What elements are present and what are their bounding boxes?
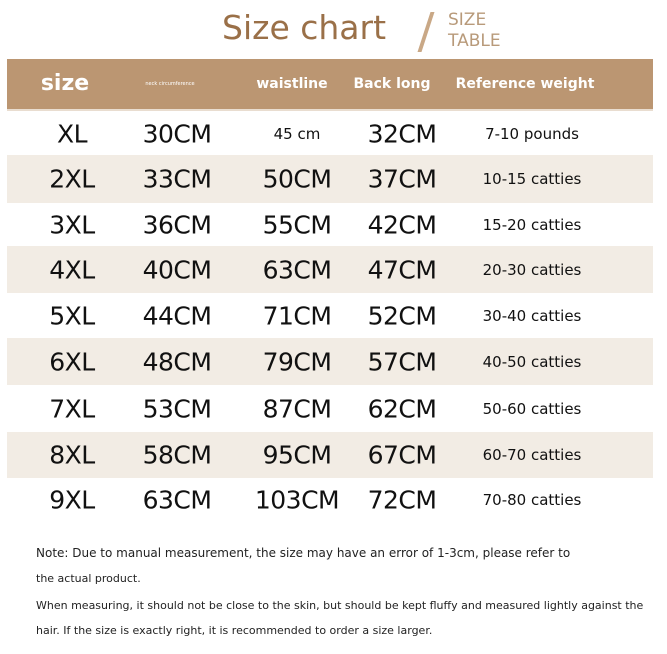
table-header: size neck circumference waistline Back l… (7, 59, 653, 111)
note-line: When measuring, it should not be close t… (36, 599, 644, 612)
waistline-cell: 87CM (262, 394, 332, 423)
table-row: 8XL 58CM 95CM 67CM 60-70 catties (7, 432, 653, 478)
weight-cell: 10-15 catties (482, 170, 582, 188)
weight-cell: 40-50 catties (482, 352, 582, 371)
neck-cell: 48CM (142, 347, 212, 376)
back-long-cell: 57CM (367, 347, 437, 376)
table-row: 2XL 33CM 50CM 37CM 10-15 catties (7, 155, 653, 203)
back-long-cell: 32CM (367, 119, 437, 148)
weight-cell: 50-60 catties (482, 399, 582, 418)
table-row: 3XL 36CM 55CM 42CM 15-20 catties (7, 203, 653, 246)
weight-cell: 7-10 pounds (485, 124, 579, 143)
neck-cell: 63CM (142, 485, 212, 515)
waistline-cell: 45 cm (273, 124, 321, 143)
neck-cell: 36CM (142, 210, 212, 239)
table-row: 6XL 48CM 79CM 57CM 40-50 catties (7, 338, 653, 385)
neck-cell: 58CM (142, 440, 212, 470)
size-cell: 7XL (49, 394, 95, 423)
weight-cell: 15-20 catties (482, 215, 582, 234)
note-line: the actual product. (36, 572, 141, 585)
back-long-cell: 72CM (367, 485, 437, 515)
subtitle: SIZE TABLE (448, 10, 501, 52)
back-long-cell: 67CM (367, 440, 437, 470)
size-cell: XL (56, 119, 88, 148)
header-neck: neck circumference (145, 81, 195, 87)
size-cell: 2XL (49, 164, 95, 194)
neck-cell: 44CM (142, 301, 212, 330)
waistline-cell: 55CM (262, 210, 332, 239)
subtitle-line: SIZE (448, 10, 487, 30)
subtitle-line: TABLE (448, 31, 501, 51)
table-row: 5XL 44CM 71CM 52CM 30-40 catties (7, 293, 653, 338)
size-cell: 5XL (49, 301, 95, 330)
waistline-cell: 95CM (262, 440, 332, 470)
waistline-cell: 71CM (262, 301, 332, 330)
neck-cell: 33CM (142, 164, 212, 194)
header-back-long: Back long (353, 76, 431, 92)
divider-slash (417, 12, 435, 52)
note-line: Note: Due to manual measurement, the siz… (36, 546, 571, 560)
page-title: Size chart (222, 8, 387, 47)
back-long-cell: 52CM (367, 301, 437, 330)
weight-cell: 20-30 catties (482, 260, 582, 279)
waistline-cell: 79CM (262, 347, 332, 376)
neck-cell: 40CM (142, 255, 212, 284)
weight-cell: 60-70 catties (482, 446, 582, 464)
waistline-cell: 50CM (262, 164, 332, 194)
size-cell: 9XL (49, 485, 95, 515)
table-row: XL 30CM 45 cm 32CM 7-10 pounds (7, 112, 653, 155)
table-row: 9XL 63CM 103CM 72CM 70-80 catties (7, 478, 653, 522)
neck-cell: 53CM (142, 394, 212, 423)
weight-cell: 30-40 catties (482, 306, 582, 325)
waistline-cell: 103CM (254, 485, 340, 515)
weight-cell: 70-80 catties (482, 491, 582, 509)
header-waistline: waistline (256, 76, 328, 92)
neck-cell: 30CM (142, 119, 212, 148)
back-long-cell: 37CM (367, 164, 437, 194)
table-row: 7XL 53CM 87CM 62CM 50-60 catties (7, 385, 653, 432)
size-cell: 8XL (49, 440, 95, 470)
size-cell: 4XL (49, 255, 95, 284)
size-cell: 6XL (49, 347, 95, 376)
back-long-cell: 42CM (367, 210, 437, 239)
header-reference-weight: Reference weight (455, 76, 595, 92)
size-cell: 3XL (49, 210, 95, 239)
back-long-cell: 62CM (367, 394, 437, 423)
waistline-cell: 63CM (262, 255, 332, 284)
note-line: hair. If the size is exactly right, it i… (36, 624, 433, 637)
back-long-cell: 47CM (367, 255, 437, 284)
header-size: size (40, 71, 90, 96)
table-row: 4XL 40CM 63CM 47CM 20-30 catties (7, 246, 653, 293)
